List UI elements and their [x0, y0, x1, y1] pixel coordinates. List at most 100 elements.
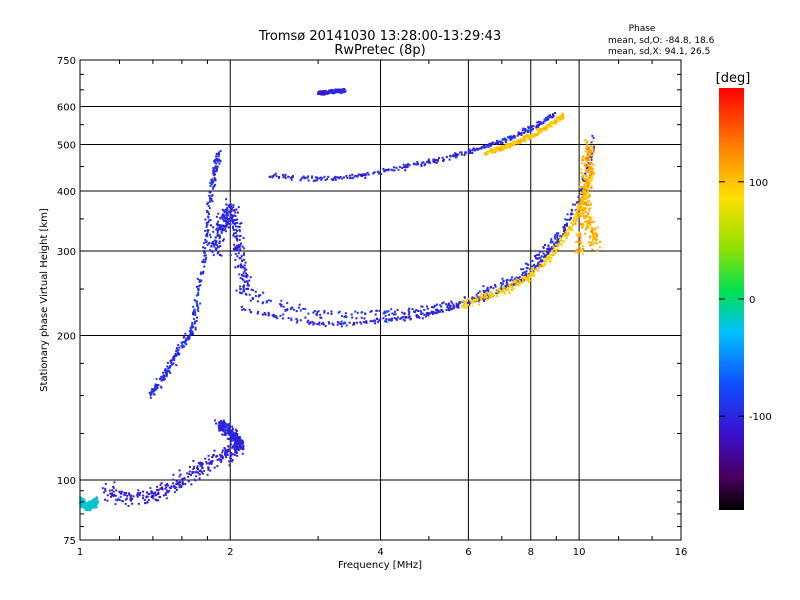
data-point	[582, 201, 585, 204]
data-point	[470, 301, 473, 304]
data-point	[86, 502, 89, 504]
data-point	[89, 504, 92, 507]
data-point	[535, 264, 538, 267]
data-point	[587, 151, 590, 154]
data-point	[204, 218, 207, 221]
data-point	[502, 288, 505, 291]
data-point	[514, 283, 517, 286]
data-point	[209, 184, 212, 187]
data-point	[591, 229, 594, 232]
data-point	[214, 173, 217, 176]
data-point	[556, 117, 559, 120]
data-point	[284, 309, 287, 312]
data-point	[324, 92, 327, 95]
data-point	[570, 213, 572, 216]
data-point	[214, 183, 217, 186]
data-point	[242, 441, 245, 444]
data-point	[114, 503, 117, 506]
data-point	[236, 440, 239, 443]
data-point	[582, 214, 585, 217]
data-point	[227, 210, 230, 213]
data-point	[559, 238, 561, 241]
data-point	[157, 499, 160, 502]
data-point	[452, 307, 455, 310]
data-point	[510, 143, 513, 146]
data-point	[520, 138, 523, 140]
data-point	[245, 272, 247, 275]
data-point	[589, 162, 592, 165]
data-point	[229, 216, 232, 219]
data-point	[218, 152, 221, 155]
data-point	[123, 494, 126, 497]
data-point	[530, 269, 533, 271]
data-point	[204, 241, 207, 244]
data-point	[257, 310, 260, 313]
data-point	[369, 310, 372, 313]
data-point	[416, 161, 419, 164]
data-point	[225, 423, 228, 426]
data-point	[243, 281, 246, 283]
data-point	[537, 128, 540, 131]
data-point	[341, 89, 344, 92]
data-point	[316, 178, 319, 181]
data-point	[234, 246, 237, 249]
data-point	[566, 218, 569, 221]
data-point	[582, 177, 585, 180]
data-point	[242, 272, 245, 275]
data-point	[527, 279, 530, 282]
data-point	[393, 166, 395, 169]
data-point	[549, 260, 552, 263]
data-point	[486, 150, 489, 153]
data-point	[587, 155, 590, 158]
data-point	[511, 286, 514, 289]
data-point	[590, 186, 593, 189]
data-point	[231, 425, 234, 428]
data-point	[234, 451, 237, 454]
data-point	[205, 462, 208, 465]
data-point	[363, 317, 366, 320]
data-point	[513, 280, 516, 283]
data-point	[509, 146, 512, 149]
data-point	[553, 252, 556, 255]
data-point	[283, 175, 286, 178]
data-point	[223, 210, 226, 213]
data-point	[546, 248, 549, 250]
data-point	[532, 270, 535, 273]
data-point	[197, 292, 200, 294]
data-point	[240, 443, 242, 446]
data-point	[225, 456, 227, 459]
data-point	[372, 172, 375, 175]
data-point	[228, 426, 231, 429]
data-point	[527, 134, 530, 137]
data-point	[465, 300, 468, 302]
data-point	[514, 142, 517, 145]
data-point	[190, 332, 193, 335]
data-point	[166, 491, 169, 494]
data-point	[517, 277, 520, 280]
data-point	[476, 299, 479, 302]
data-point	[421, 317, 424, 320]
data-point	[527, 273, 530, 276]
data-point	[268, 176, 271, 179]
data-point	[587, 178, 590, 181]
data-point	[330, 91, 333, 94]
data-point	[191, 324, 194, 327]
data-point	[518, 283, 521, 286]
data-point	[234, 223, 236, 226]
data-point	[233, 214, 235, 217]
data-point	[538, 250, 541, 253]
data-point	[421, 312, 424, 315]
data-point	[252, 289, 255, 292]
data-point	[233, 243, 236, 246]
data-point	[234, 232, 237, 234]
data-point	[238, 230, 241, 233]
data-point	[292, 308, 295, 311]
data-point	[560, 235, 563, 238]
data-point	[519, 141, 522, 144]
data-point	[279, 303, 282, 306]
data-point	[587, 181, 590, 184]
data-point	[207, 205, 210, 207]
data-point	[459, 302, 461, 304]
data-point	[311, 176, 313, 179]
data-point	[196, 304, 199, 307]
